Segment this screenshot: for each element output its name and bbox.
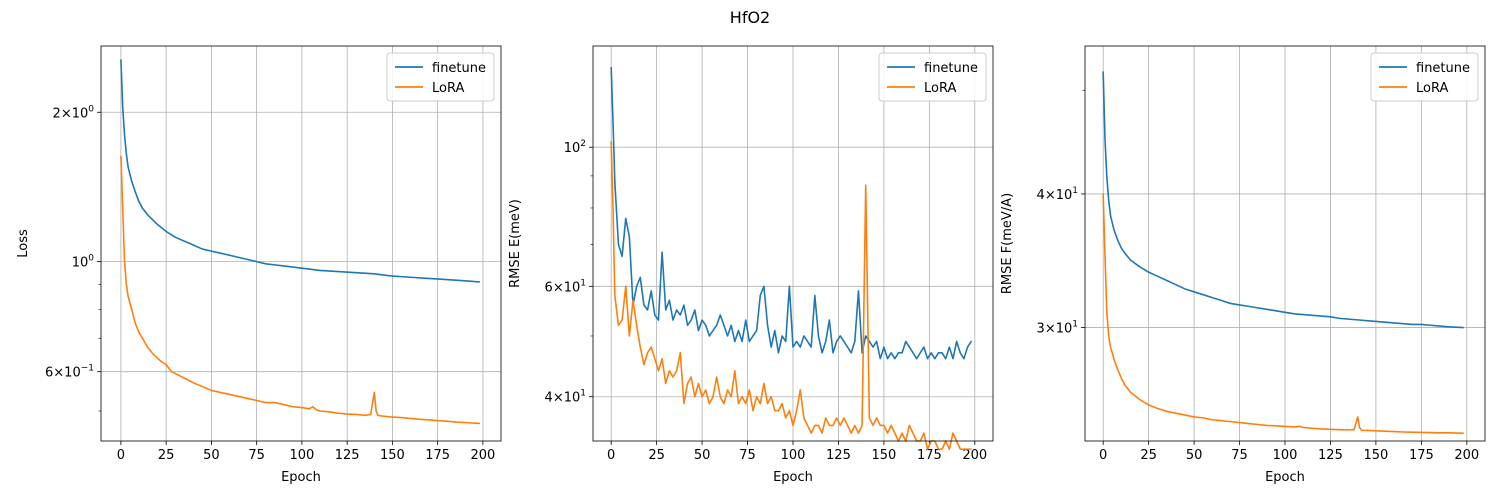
series-line-finetune [120, 59, 481, 283]
y-tick-label: 4×101 [545, 389, 586, 406]
x-tick-label: 150 [380, 448, 405, 463]
plot-frame [100, 45, 502, 442]
x-tick-label: 0 [607, 448, 615, 463]
chart-panel-2: 0 25 50 75 100 125 150 175 200 102 6×101 4×101 Epoch… [508, 45, 994, 485]
x-axis-label: Epoch [1265, 470, 1305, 485]
legend-box [1370, 52, 1479, 102]
chart-panel-1: 0 25 50 75 100 125 150 175 200 2×100 100 6×10−1 Epoc… [16, 45, 502, 485]
x-tick-label: 25 [158, 448, 175, 463]
series-line-lora [120, 155, 481, 425]
plot-frame [592, 45, 994, 442]
x-tick-label: 175 [425, 448, 450, 463]
legend: finetune LoRA [386, 52, 495, 102]
y-tick-label: 2×100 [53, 104, 95, 121]
x-tick-label: 75 [248, 448, 265, 463]
plot-frame [1084, 45, 1486, 442]
x-tick-label: 50 [1186, 448, 1203, 463]
x-tick-label: 200 [1454, 448, 1479, 463]
y-axis-label: RMSE F(meV/A) [1000, 193, 1015, 294]
y-axis-label: RMSE E(meV) [508, 199, 523, 288]
legend-box [386, 52, 495, 102]
legend-label-finetune: finetune [924, 61, 978, 76]
legend-label-finetune: finetune [432, 61, 486, 76]
x-axis-label: Epoch [281, 470, 321, 485]
x-tick-label: 125 [335, 448, 360, 463]
x-tick-label: 125 [826, 448, 851, 463]
x-tick-label: 125 [1318, 448, 1343, 463]
legend: finetune LoRA [1370, 52, 1479, 102]
y-axis-label: Loss [16, 229, 31, 258]
x-tick-label: 175 [917, 448, 942, 463]
legend-label-lora: LoRA [924, 81, 956, 96]
y-tick-label: 3×101 [1037, 320, 1078, 337]
x-tick-label: 0 [117, 448, 125, 463]
legend: finetune LoRA [878, 52, 987, 102]
x-tick-label: 0 [1099, 448, 1107, 463]
x-tick-label: 75 [1231, 448, 1248, 463]
legend-box [878, 52, 987, 102]
x-tick-label: 25 [1140, 448, 1157, 463]
series-line-lora [1102, 193, 1464, 434]
x-tick-label: 50 [203, 448, 220, 463]
y-tick-label: 4×101 [1037, 186, 1078, 203]
series-line-lora [610, 141, 972, 450]
x-tick-label: 175 [1409, 448, 1434, 463]
x-tick-label: 200 [470, 448, 495, 463]
chart-panel-3: 0 25 50 75 100 125 150 175 200 4×101 3×101 Epoch RMS… [1000, 45, 1486, 485]
legend-label-lora: LoRA [432, 81, 464, 96]
y-tick-label: 102 [564, 139, 586, 156]
x-tick-label: 25 [648, 448, 665, 463]
x-tick-label: 100 [1273, 448, 1298, 463]
series-line-finetune [1102, 71, 1464, 329]
series-line-finetune [610, 66, 972, 360]
y-tick-label: 100 [72, 254, 95, 271]
y-tick-label: 6×10−1 [45, 364, 94, 381]
x-tick-label: 75 [739, 448, 756, 463]
legend-label-lora: LoRA [1416, 81, 1448, 96]
x-tick-label: 150 [871, 448, 896, 463]
x-tick-label: 50 [694, 448, 711, 463]
x-tick-label: 100 [781, 448, 806, 463]
x-axis-label: Epoch [773, 470, 813, 485]
legend-label-finetune: finetune [1416, 61, 1470, 76]
figure-title: HfO2 [730, 8, 770, 27]
x-tick-label: 100 [289, 448, 314, 463]
y-tick-label: 6×101 [545, 278, 586, 295]
x-tick-label: 150 [1363, 448, 1388, 463]
x-tick-label: 200 [962, 448, 987, 463]
